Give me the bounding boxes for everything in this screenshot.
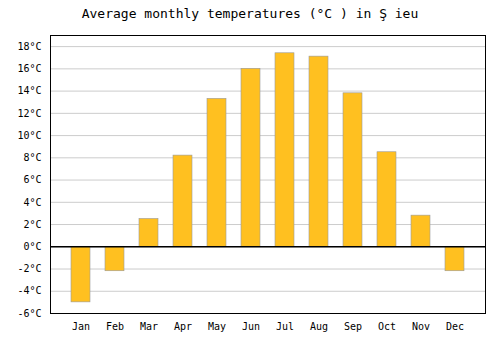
svg-text:16°C: 16°C xyxy=(17,63,41,74)
svg-text:May: May xyxy=(208,321,226,332)
svg-text:Apr: Apr xyxy=(174,321,192,332)
svg-text:Feb: Feb xyxy=(106,321,124,332)
svg-text:Oct: Oct xyxy=(378,321,396,332)
html-text:Average monthly temperatures (: Average monthly temperatures (°C ) in Ş … xyxy=(81,6,419,21)
svg-text:Jan: Jan xyxy=(72,321,90,332)
svg-text:10°C: 10°C xyxy=(17,130,41,141)
svg-text:-6°C: -6°C xyxy=(17,308,41,319)
svg-text:4°C: 4°C xyxy=(23,197,41,208)
svg-text:-2°C: -2°C xyxy=(17,263,41,274)
svg-text:Mar: Mar xyxy=(140,321,158,332)
svg-text:Dec: Dec xyxy=(446,321,464,332)
svg-text:-4°C: -4°C xyxy=(17,285,41,296)
svg-text:12°C: 12°C xyxy=(17,108,41,119)
svg-text:0°C: 0°C xyxy=(23,241,41,252)
svg-text:Sep: Sep xyxy=(344,321,362,332)
svg-text:2°C: 2°C xyxy=(23,219,41,230)
svg-text:Jun: Jun xyxy=(242,321,260,332)
svg-text:14°C: 14°C xyxy=(17,85,41,96)
svg-text:Nov: Nov xyxy=(412,321,430,332)
svg-text:Aug: Aug xyxy=(310,321,328,332)
svg-text:Jul: Jul xyxy=(276,321,294,332)
svg-text:6°C: 6°C xyxy=(23,174,41,185)
svg-text:18°C: 18°C xyxy=(17,41,41,52)
svg-text:8°C: 8°C xyxy=(23,152,41,163)
